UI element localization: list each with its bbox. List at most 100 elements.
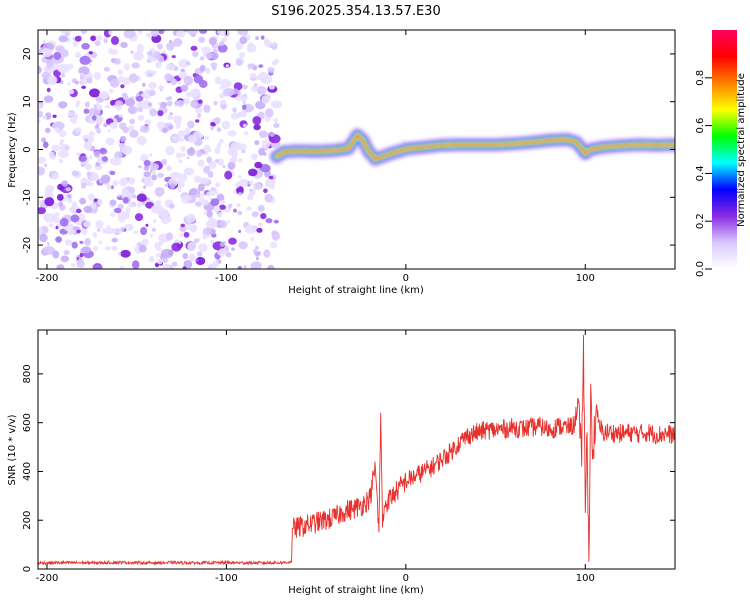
noise-speckle — [187, 135, 198, 143]
snr-y-label: SNR (10 * v/v) — [7, 414, 18, 485]
noise-speckle — [213, 117, 221, 125]
noise-speckle — [90, 35, 97, 42]
noise-speckle — [147, 102, 152, 107]
noise-speckle — [83, 141, 93, 151]
noise-speckle — [250, 153, 258, 160]
noise-speckle — [125, 207, 131, 213]
noise-speckle — [110, 185, 114, 190]
noise-speckle — [44, 163, 48, 168]
noise-speckle — [180, 84, 189, 92]
noise-speckle — [176, 100, 185, 107]
noise-speckle — [58, 35, 68, 43]
noise-speckle — [219, 199, 226, 204]
x-tick-label: 100 — [576, 573, 595, 584]
noise-speckle — [238, 175, 242, 179]
noise-speckle — [138, 165, 142, 169]
noise-speckle — [129, 129, 139, 138]
noise-speckle — [258, 147, 265, 156]
noise-speckle — [256, 86, 267, 95]
noise-speckle — [213, 100, 218, 106]
noise-speckle — [152, 70, 157, 74]
noise-speckle — [221, 37, 228, 43]
noise-speckle — [55, 225, 59, 230]
noise-speckle — [140, 93, 146, 97]
noise-speckle — [179, 233, 183, 238]
noise-speckle — [38, 200, 43, 205]
colorbar-tick-label: 0.4 — [695, 165, 706, 181]
noise-speckle — [166, 42, 175, 51]
noise-speckle — [224, 170, 233, 180]
noise-speckle — [146, 51, 153, 56]
noise-speckle — [120, 249, 131, 258]
noise-speckle — [225, 251, 232, 258]
noise-speckle — [117, 229, 122, 234]
noise-speckle — [238, 52, 246, 58]
noise-speckle — [188, 200, 193, 204]
noise-speckle — [216, 211, 223, 218]
noise-speckle — [272, 122, 280, 128]
noise-speckle — [126, 177, 131, 181]
noise-speckle — [150, 30, 159, 37]
noise-speckle — [128, 125, 135, 131]
ridge-core — [275, 134, 675, 161]
noise-speckle — [120, 41, 128, 49]
noise-speckle — [259, 164, 271, 173]
noise-speckle — [273, 59, 280, 64]
noise-speckle — [141, 190, 144, 194]
noise-speckle — [258, 64, 264, 68]
noise-speckle — [177, 81, 181, 85]
noise-speckle — [113, 207, 122, 214]
colorbar-tick-label: 0.8 — [695, 70, 706, 86]
noise-speckle — [219, 86, 225, 90]
noise-speckle — [190, 101, 198, 108]
noise-speckle — [238, 110, 247, 118]
noise-speckle — [89, 155, 93, 160]
noise-speckle — [199, 30, 208, 34]
noise-speckle — [253, 124, 261, 131]
noise-speckle — [257, 222, 263, 227]
noise-speckle — [38, 227, 43, 235]
noise-speckle — [170, 78, 177, 86]
noise-speckle — [99, 147, 107, 154]
noise-speckle — [171, 242, 182, 252]
noise-speckle — [128, 73, 139, 83]
noise-speckle — [199, 64, 206, 72]
noise-speckle — [118, 114, 124, 118]
noise-speckle — [112, 179, 119, 187]
noise-speckle — [118, 142, 125, 148]
noise-speckle — [151, 174, 157, 181]
noise-speckle — [44, 197, 55, 207]
noise-speckle — [58, 158, 64, 164]
noise-region — [38, 30, 283, 269]
noise-speckle — [78, 155, 87, 162]
noise-speckle — [227, 130, 237, 137]
noise-speckle — [219, 241, 225, 248]
noise-speckle — [61, 180, 68, 187]
noise-speckle — [121, 145, 133, 155]
noise-speckle — [249, 72, 257, 79]
noise-speckle — [222, 165, 226, 169]
noise-speckle — [175, 152, 183, 159]
noise-speckle — [165, 97, 170, 101]
noise-speckle — [84, 163, 92, 171]
noise-speckle — [209, 197, 212, 201]
y-tick-label: 20 — [22, 48, 33, 61]
y-tick-label: 400 — [22, 462, 33, 481]
noise-speckle — [153, 218, 157, 223]
noise-speckle — [233, 82, 243, 91]
noise-speckle — [229, 157, 236, 163]
noise-speckle — [79, 197, 87, 205]
noise-speckle — [43, 141, 49, 149]
noise-speckle — [154, 262, 160, 268]
noise-speckle — [247, 63, 255, 69]
noise-speckle — [237, 210, 243, 216]
noise-speckle — [195, 256, 206, 266]
noise-speckle — [135, 95, 144, 102]
noise-speckle — [173, 115, 182, 124]
noise-speckle — [265, 108, 274, 118]
noise-speckle — [157, 258, 163, 265]
noise-speckle — [159, 101, 168, 108]
noise-speckle — [67, 194, 72, 199]
y-tick-label: 800 — [22, 364, 33, 383]
